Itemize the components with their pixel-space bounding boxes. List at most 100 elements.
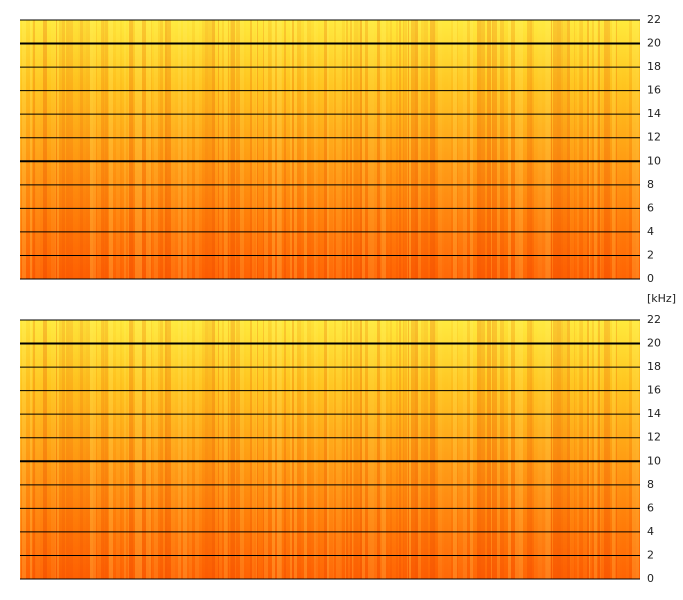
texture-streak: [219, 320, 222, 579]
texture-streak: [231, 320, 235, 579]
texture-streak: [275, 20, 277, 279]
texture-streak: [616, 320, 617, 579]
texture-streak: [589, 320, 590, 579]
texture-streak: [428, 320, 430, 579]
texture-streak: [403, 20, 404, 279]
texture-streak: [610, 20, 612, 279]
texture-streak: [493, 320, 497, 579]
texture-streak: [604, 320, 608, 579]
texture-streak: [591, 20, 592, 279]
texture-streak: [57, 20, 59, 279]
y-tick-label: 14: [647, 107, 661, 120]
texture-streak: [316, 20, 318, 279]
texture-streak: [403, 320, 404, 579]
texture-streak: [424, 320, 428, 579]
texture-streak: [571, 320, 574, 579]
texture-streak: [228, 320, 229, 579]
texture-streak: [160, 20, 163, 279]
texture-streak: [508, 20, 511, 279]
texture-streak: [290, 320, 292, 579]
texture-streak: [485, 320, 487, 579]
texture-streak: [195, 320, 199, 579]
texture-streak: [120, 320, 122, 579]
texture-streak: [353, 20, 354, 279]
texture-streak: [404, 20, 405, 279]
texture-streak: [103, 320, 104, 579]
texture-streak: [277, 20, 281, 279]
texture-streak: [21, 20, 22, 279]
texture-streak: [388, 20, 390, 279]
texture-streak: [281, 320, 282, 579]
texture-streak: [342, 320, 345, 579]
texture-streak: [492, 320, 493, 579]
texture-streak: [158, 320, 159, 579]
texture-streak: [430, 320, 433, 579]
texture-streak: [519, 320, 523, 579]
texture-streak: [271, 20, 272, 279]
texture-streak: [473, 20, 477, 279]
texture-streak: [365, 20, 368, 279]
texture-streak: [318, 320, 320, 579]
texture-streak: [442, 20, 444, 279]
texture-streak: [307, 320, 311, 579]
texture-streak: [557, 320, 561, 579]
texture-streak: [598, 20, 600, 279]
texture-streak: [405, 320, 407, 579]
texture-streak: [133, 320, 135, 579]
texture-streak: [227, 320, 228, 579]
texture-streak: [236, 20, 240, 279]
texture-streak: [418, 320, 421, 579]
texture-streak: [334, 20, 336, 279]
texture-streak: [235, 20, 236, 279]
texture-streak: [171, 320, 175, 579]
y-tick-label: 18: [647, 60, 661, 73]
texture-streak: [218, 20, 219, 279]
texture-streak: [362, 20, 365, 279]
texture-streak: [21, 320, 22, 579]
texture-streak: [467, 320, 470, 579]
texture-streak: [178, 320, 181, 579]
texture-streak: [616, 20, 617, 279]
texture-streak: [135, 320, 139, 579]
texture-streak: [181, 20, 183, 279]
texture-streak: [301, 320, 304, 579]
texture-streak: [604, 20, 608, 279]
texture-streak: [591, 320, 592, 579]
texture-streak: [511, 20, 515, 279]
texture-streak: [32, 320, 33, 579]
texture-streak: [22, 20, 26, 279]
y-tick-label: 20: [647, 337, 661, 350]
texture-streak: [43, 320, 47, 579]
texture-streak: [43, 20, 47, 279]
texture-streak: [165, 320, 167, 579]
texture-streak: [341, 320, 342, 579]
texture-streak: [208, 320, 212, 579]
spectrogram-texture: [20, 20, 640, 279]
texture-streak: [398, 20, 399, 279]
texture-streak: [532, 20, 534, 279]
texture-streak: [314, 320, 316, 579]
texture-streak: [264, 20, 268, 279]
texture-streak: [116, 320, 120, 579]
texture-streak: [409, 320, 411, 579]
texture-streak: [448, 320, 451, 579]
texture-streak: [481, 320, 485, 579]
texture-streak: [396, 320, 398, 579]
texture-streak: [158, 20, 159, 279]
texture-streak: [470, 20, 473, 279]
texture-streak: [481, 20, 485, 279]
texture-streak: [83, 320, 86, 579]
texture-streak: [463, 20, 467, 279]
texture-streak: [116, 20, 120, 279]
texture-streak: [219, 20, 222, 279]
texture-streak: [358, 320, 360, 579]
texture-streak: [324, 20, 327, 279]
texture-streak: [546, 320, 550, 579]
texture-streak: [457, 320, 458, 579]
texture-streak: [51, 320, 55, 579]
texture-streak: [236, 320, 240, 579]
texture-streak: [65, 320, 66, 579]
texture-streak: [365, 320, 368, 579]
texture-streak: [129, 320, 133, 579]
texture-streak: [113, 20, 116, 279]
